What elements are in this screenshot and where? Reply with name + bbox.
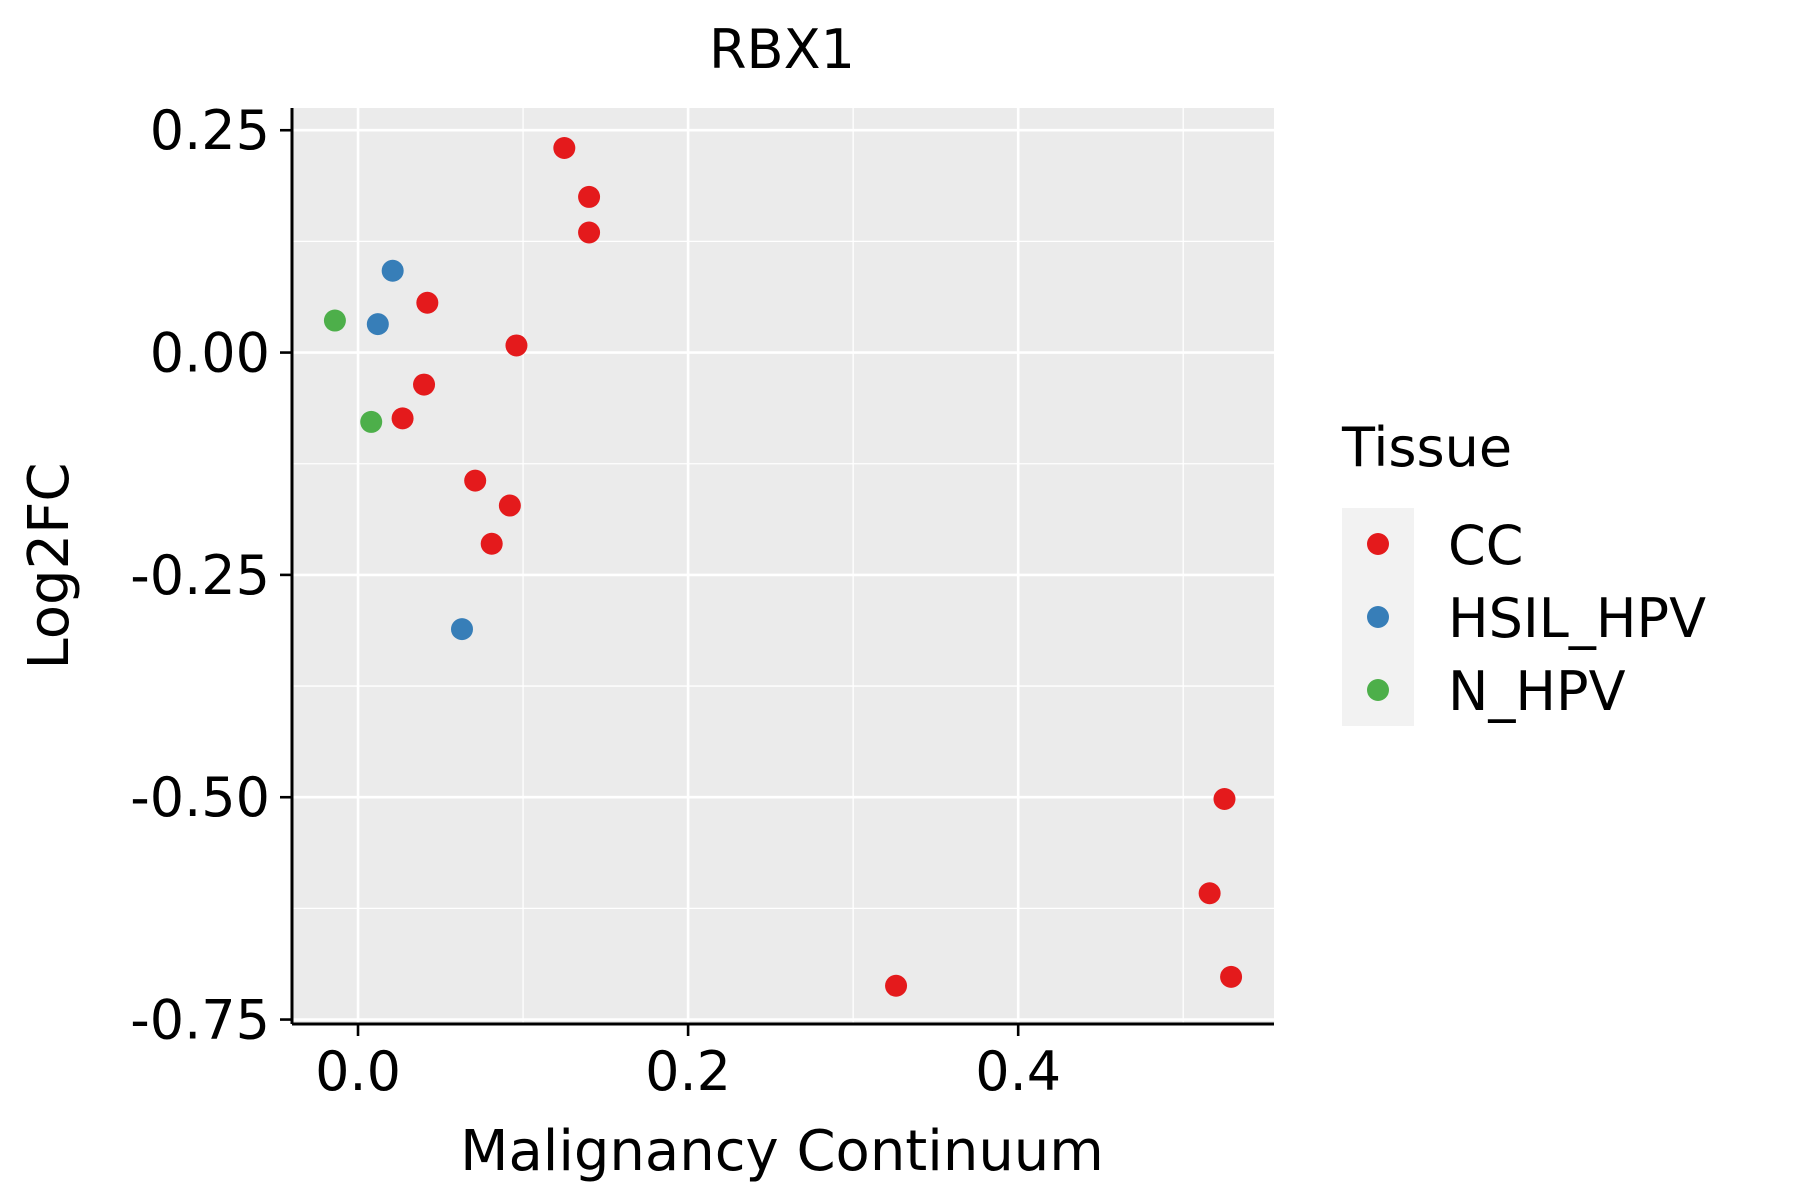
legend-entry-hsil-hpv: HSIL_HPV (1367, 587, 1706, 650)
y-axis-title: Log2FC (17, 463, 82, 670)
data-point-cc (578, 185, 601, 208)
data-point-cc (1213, 788, 1236, 811)
legend-entry-n-hpv: N_HPV (1367, 660, 1626, 723)
data-point-cc (1198, 882, 1221, 905)
x-tick-label: 0.2 (645, 1040, 731, 1103)
chart-title: RBX1 (709, 18, 855, 81)
data-point-cc (480, 532, 503, 555)
data-point-hsil-hpv (381, 259, 404, 282)
legend-entry-cc: CC (1367, 514, 1523, 577)
data-point-n-hpv (360, 410, 383, 433)
legend-title: Tissue (1341, 416, 1512, 479)
data-point-hsil-hpv (450, 618, 473, 641)
data-point-cc (578, 221, 601, 244)
data-point-cc (413, 373, 436, 396)
data-point-cc (885, 974, 908, 997)
y-tick-label: 0.00 (150, 322, 270, 385)
x-tick-label: 0.0 (315, 1040, 401, 1103)
y-tick-label: -0.25 (130, 544, 270, 607)
data-point-cc (416, 291, 439, 314)
legend-label-cc: CC (1448, 514, 1523, 577)
data-point-cc (391, 407, 414, 430)
data-point-cc (505, 334, 528, 357)
y-tick-label: -0.75 (130, 989, 270, 1052)
y-axis-ticks: 0.25 0.00 -0.25 -0.50 -0.75 (130, 99, 292, 1052)
x-tick-label: 0.4 (975, 1040, 1061, 1103)
legend-label-hsil-hpv: HSIL_HPV (1448, 587, 1706, 650)
legend: Tissue CC HSIL_HPV N_HPV (1341, 416, 1706, 726)
data-point-hsil-hpv (366, 313, 389, 336)
data-points (323, 137, 1243, 997)
legend-key-cc (1367, 533, 1389, 555)
data-point-cc (464, 469, 487, 492)
data-point-cc (498, 494, 521, 517)
x-axis-title: Malignancy Continuum (460, 1119, 1104, 1184)
legend-label-n-hpv: N_HPV (1448, 660, 1626, 723)
y-tick-label: -0.50 (130, 766, 270, 829)
y-tick-label: 0.25 (150, 99, 270, 162)
legend-key-hsil-hpv (1367, 606, 1389, 628)
data-point-n-hpv (323, 309, 346, 332)
plot-panel (292, 108, 1274, 1024)
grid-major (292, 108, 1274, 1024)
grid-minor (292, 108, 1274, 1024)
x-axis-ticks: 0.0 0.2 0.4 (315, 1024, 1061, 1103)
legend-key-n-hpv (1367, 679, 1389, 701)
data-point-cc (553, 137, 576, 160)
data-point-cc (1220, 965, 1243, 988)
